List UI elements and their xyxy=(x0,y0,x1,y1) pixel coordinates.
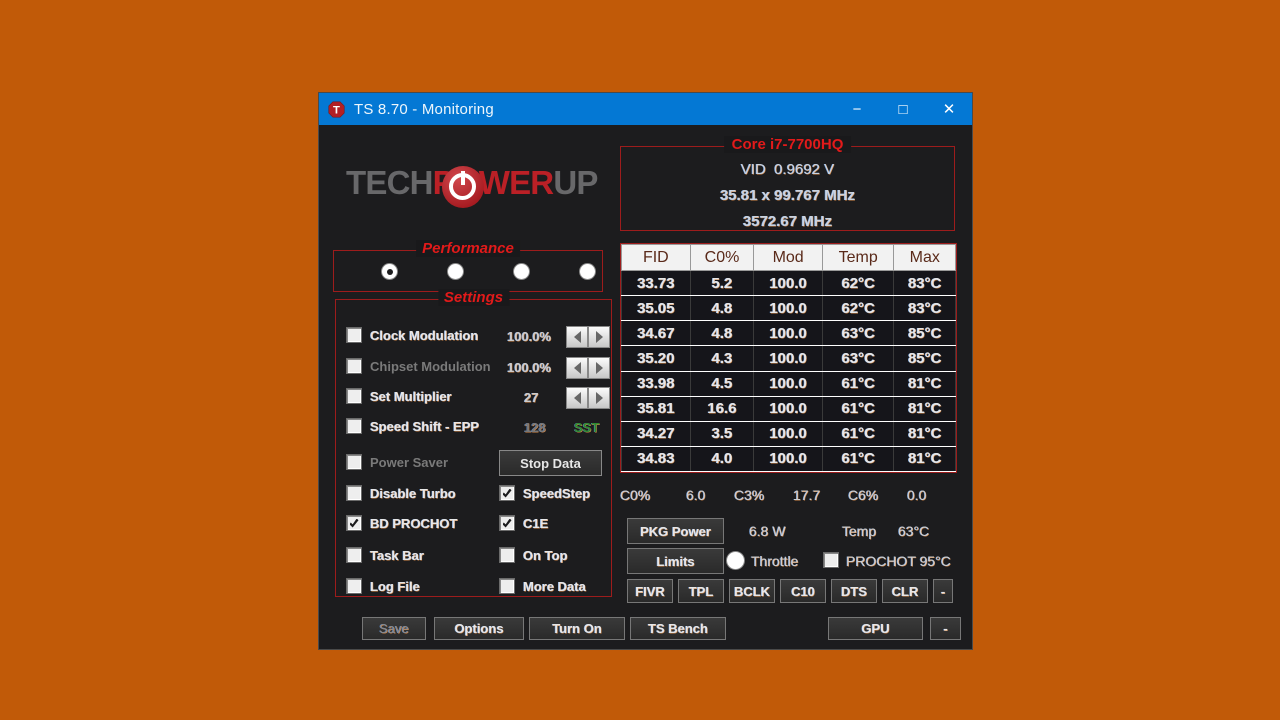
svg-text:T: T xyxy=(333,104,340,116)
